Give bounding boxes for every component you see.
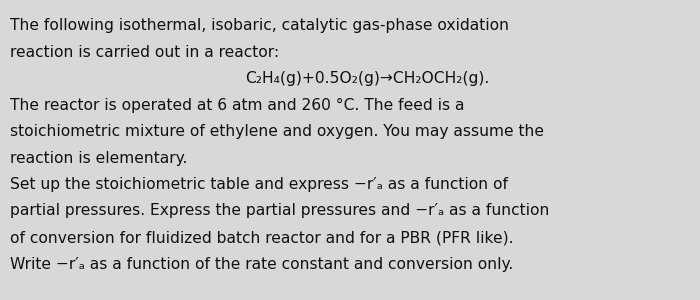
Text: Write −r′ₐ as a function of the rate constant and conversion only.: Write −r′ₐ as a function of the rate con… [10, 256, 513, 272]
Text: of conversion for fluidized batch reactor and for a PBR (PFR like).: of conversion for fluidized batch reacto… [10, 230, 514, 245]
Text: Set up the stoichiometric table and express −r′ₐ as a function of: Set up the stoichiometric table and expr… [10, 177, 508, 192]
Text: reaction is elementary.: reaction is elementary. [10, 151, 188, 166]
Text: partial pressures. Express the partial pressures and −r′ₐ as a function: partial pressures. Express the partial p… [10, 203, 550, 218]
Text: The reactor is operated at 6 atm and 260 °C. The feed is a: The reactor is operated at 6 atm and 260… [10, 98, 465, 112]
Text: stoichiometric mixture of ethylene and oxygen. You may assume the: stoichiometric mixture of ethylene and o… [10, 124, 544, 139]
Text: C₂H₄(g)+0.5O₂(g)→CH₂OCH₂(g).: C₂H₄(g)+0.5O₂(g)→CH₂OCH₂(g). [245, 71, 489, 86]
Text: The following isothermal, isobaric, catalytic gas-phase oxidation: The following isothermal, isobaric, cata… [10, 18, 509, 33]
Text: reaction is carried out in a reactor:: reaction is carried out in a reactor: [10, 44, 279, 59]
